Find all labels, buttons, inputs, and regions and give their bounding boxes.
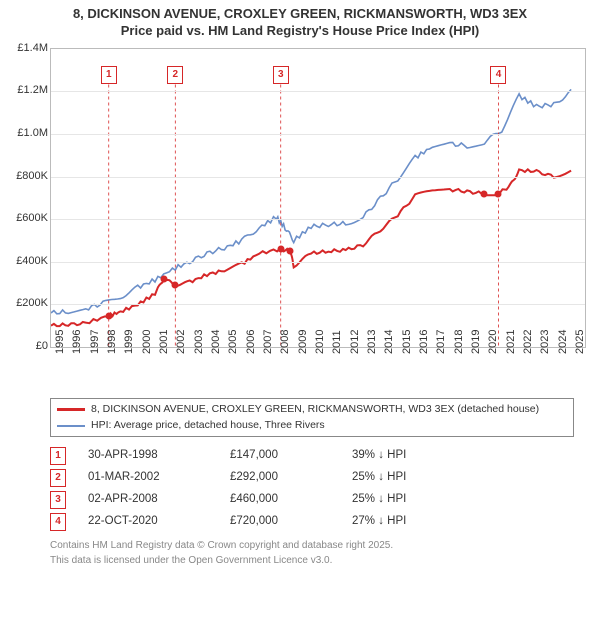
x-tick-label: 2016	[418, 329, 430, 353]
legend-label-hpi: HPI: Average price, detached house, Thre…	[91, 418, 325, 434]
x-tick-label: 2012	[349, 329, 361, 353]
y-tick-label: £200K	[8, 297, 48, 309]
sale-row-date: 01-MAR-2002	[88, 467, 208, 489]
gridline	[51, 304, 585, 305]
gridline	[51, 134, 585, 135]
x-tick-label: 1998	[106, 329, 118, 353]
footer-line1: Contains HM Land Registry data © Crown c…	[50, 539, 586, 552]
legend: 8, DICKINSON AVENUE, CROXLEY GREEN, RICK…	[50, 398, 574, 438]
x-tick-label: 2025	[574, 329, 586, 353]
plot-frame: 1 2 3 4	[50, 48, 586, 348]
series-marker	[277, 245, 284, 252]
x-tick-label: 2020	[487, 329, 499, 353]
x-tick-label: 2022	[522, 329, 534, 353]
x-tick-label: 2023	[539, 329, 551, 353]
x-tick-label: 2005	[227, 329, 239, 353]
x-tick-label: 2001	[158, 329, 170, 353]
x-tick-label: 1995	[54, 329, 66, 353]
y-tick-label: £600K	[8, 212, 48, 224]
sale-row-diff: 25% ↓ HPI	[352, 467, 472, 489]
sale-row-index: 2	[50, 469, 66, 487]
line-layer	[51, 49, 585, 347]
legend-swatch-hpi	[57, 425, 85, 427]
x-tick-label: 2010	[314, 329, 326, 353]
y-tick-label: £1.2M	[8, 84, 48, 96]
sales-table: 1 30-APR-1998 £147,000 39% ↓ HPI 2 01-MAR-200…	[50, 445, 586, 532]
legend-label-property: 8, DICKINSON AVENUE, CROXLEY GREEN, RICK…	[91, 402, 539, 418]
x-tick-label: 2009	[297, 329, 309, 353]
sale-flag-box: 4	[490, 66, 506, 84]
chart-title-line1: 8, DICKINSON AVENUE, CROXLEY GREEN, RICK…	[6, 6, 594, 23]
sale-row-diff: 25% ↓ HPI	[352, 489, 472, 511]
legend-row-hpi: HPI: Average price, detached house, Thre…	[57, 418, 567, 434]
sale-row-price: £292,000	[230, 467, 330, 489]
sale-row-price: £460,000	[230, 489, 330, 511]
figure: 8, DICKINSON AVENUE, CROXLEY GREEN, RICK…	[0, 0, 600, 620]
x-tick-label: 2024	[557, 329, 569, 353]
sale-flag-box: 2	[167, 66, 183, 84]
x-tick-label: 2004	[210, 329, 222, 353]
x-tick-label: 2014	[383, 329, 395, 353]
gridline	[51, 219, 585, 220]
y-tick-label: £400K	[8, 255, 48, 267]
sale-row: 2 01-MAR-2002 £292,000 25% ↓ HPI	[50, 467, 586, 489]
gridline	[51, 91, 585, 92]
x-tick-label: 1997	[89, 329, 101, 353]
x-tick-label: 2017	[435, 329, 447, 353]
x-tick-label: 2019	[470, 329, 482, 353]
y-tick-label: £1.4M	[8, 42, 48, 54]
y-tick-label: £0	[8, 340, 48, 352]
legend-row-property: 8, DICKINSON AVENUE, CROXLEY GREEN, RICK…	[57, 402, 567, 418]
sale-row-index: 4	[50, 513, 66, 531]
sale-row: 1 30-APR-1998 £147,000 39% ↓ HPI	[50, 445, 586, 467]
series-marker	[160, 275, 167, 282]
gridline	[51, 177, 585, 178]
series-property	[51, 169, 571, 326]
sale-row-date: 30-APR-1998	[88, 445, 208, 467]
x-tick-label: 2021	[505, 329, 517, 353]
sale-row-price: £720,000	[230, 511, 330, 533]
y-tick-label: £1.0M	[8, 127, 48, 139]
x-tick-label: 2000	[141, 329, 153, 353]
sale-row-price: £147,000	[230, 445, 330, 467]
chart-title-line2: Price paid vs. HM Land Registry's House …	[6, 23, 594, 38]
series-hpi	[51, 89, 571, 313]
x-tick-label: 2011	[331, 330, 343, 354]
y-tick-label: £800K	[8, 170, 48, 182]
series-marker	[172, 281, 179, 288]
sale-row-index: 3	[50, 491, 66, 509]
x-tick-label: 1996	[71, 329, 83, 353]
sale-row-date: 02-APR-2008	[88, 489, 208, 511]
sale-row-date: 22-OCT-2020	[88, 511, 208, 533]
x-tick-label: 2013	[366, 329, 378, 353]
x-tick-label: 2003	[193, 329, 205, 353]
x-tick-label: 2015	[401, 329, 413, 353]
sale-flag-box: 1	[101, 66, 117, 84]
sale-row: 3 02-APR-2008 £460,000 25% ↓ HPI	[50, 489, 586, 511]
footer-line2: This data is licensed under the Open Gov…	[50, 554, 586, 567]
series-marker	[495, 190, 502, 197]
x-tick-label: 2006	[245, 329, 257, 353]
sale-row-diff: 39% ↓ HPI	[352, 445, 472, 467]
sale-row-diff: 27% ↓ HPI	[352, 511, 472, 533]
sale-row-index: 1	[50, 447, 66, 465]
series-marker	[481, 190, 488, 197]
series-marker	[287, 248, 294, 255]
series-marker	[105, 312, 112, 319]
x-tick-label: 2008	[279, 329, 291, 353]
x-tick-label: 2018	[453, 329, 465, 353]
sale-row: 4 22-OCT-2020 £720,000 27% ↓ HPI	[50, 511, 586, 533]
chart-area: 1 2 3 4 £0 £200K £400K £600K £800K £1.0M £1.2M £1.…	[8, 44, 592, 394]
legend-swatch-property	[57, 408, 85, 411]
x-tick-label: 1999	[123, 329, 135, 353]
gridline	[51, 262, 585, 263]
x-tick-label: 2007	[262, 329, 274, 353]
sale-flag-box: 3	[273, 66, 289, 84]
x-tick-label: 2002	[175, 329, 187, 353]
